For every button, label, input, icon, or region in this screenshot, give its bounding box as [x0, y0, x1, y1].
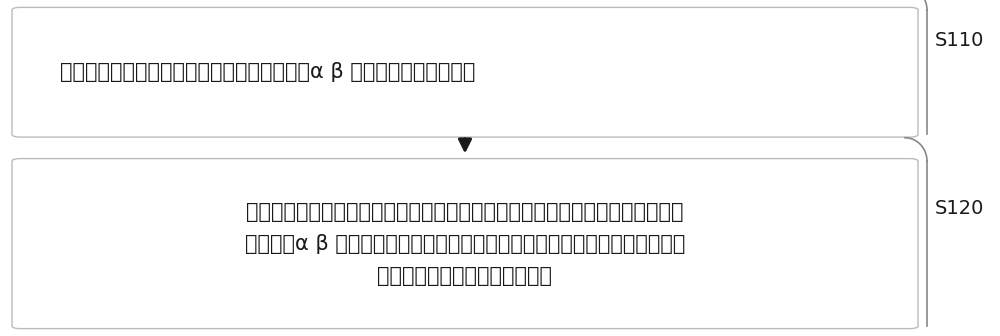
Text: 串补输电系统中的次同步谐振。: 串补输电系统中的次同步谐振。 — [378, 265, 552, 286]
Text: 转子静止α β 坐标系下的电流分量的次同步频率，从风机侧抑制所述双馈风机: 转子静止α β 坐标系下的电流分量的次同步频率，从风机侧抑制所述双馈风机 — [245, 234, 685, 254]
Text: S120: S120 — [935, 199, 984, 218]
Text: 对双馈风机串补输电系统进行比例谐振控制，调节比例谐振控制的谐振频率点为: 对双馈风机串补输电系统进行比例谐振控制，调节比例谐振控制的谐振频率点为 — [246, 202, 684, 222]
Text: 将双馈风机串补输电系统电流转化为转子静止α β 坐标系下的电流分量；: 将双馈风机串补输电系统电流转化为转子静止α β 坐标系下的电流分量； — [60, 62, 475, 82]
FancyBboxPatch shape — [12, 7, 918, 137]
Text: S110: S110 — [935, 31, 984, 50]
FancyBboxPatch shape — [12, 159, 918, 329]
